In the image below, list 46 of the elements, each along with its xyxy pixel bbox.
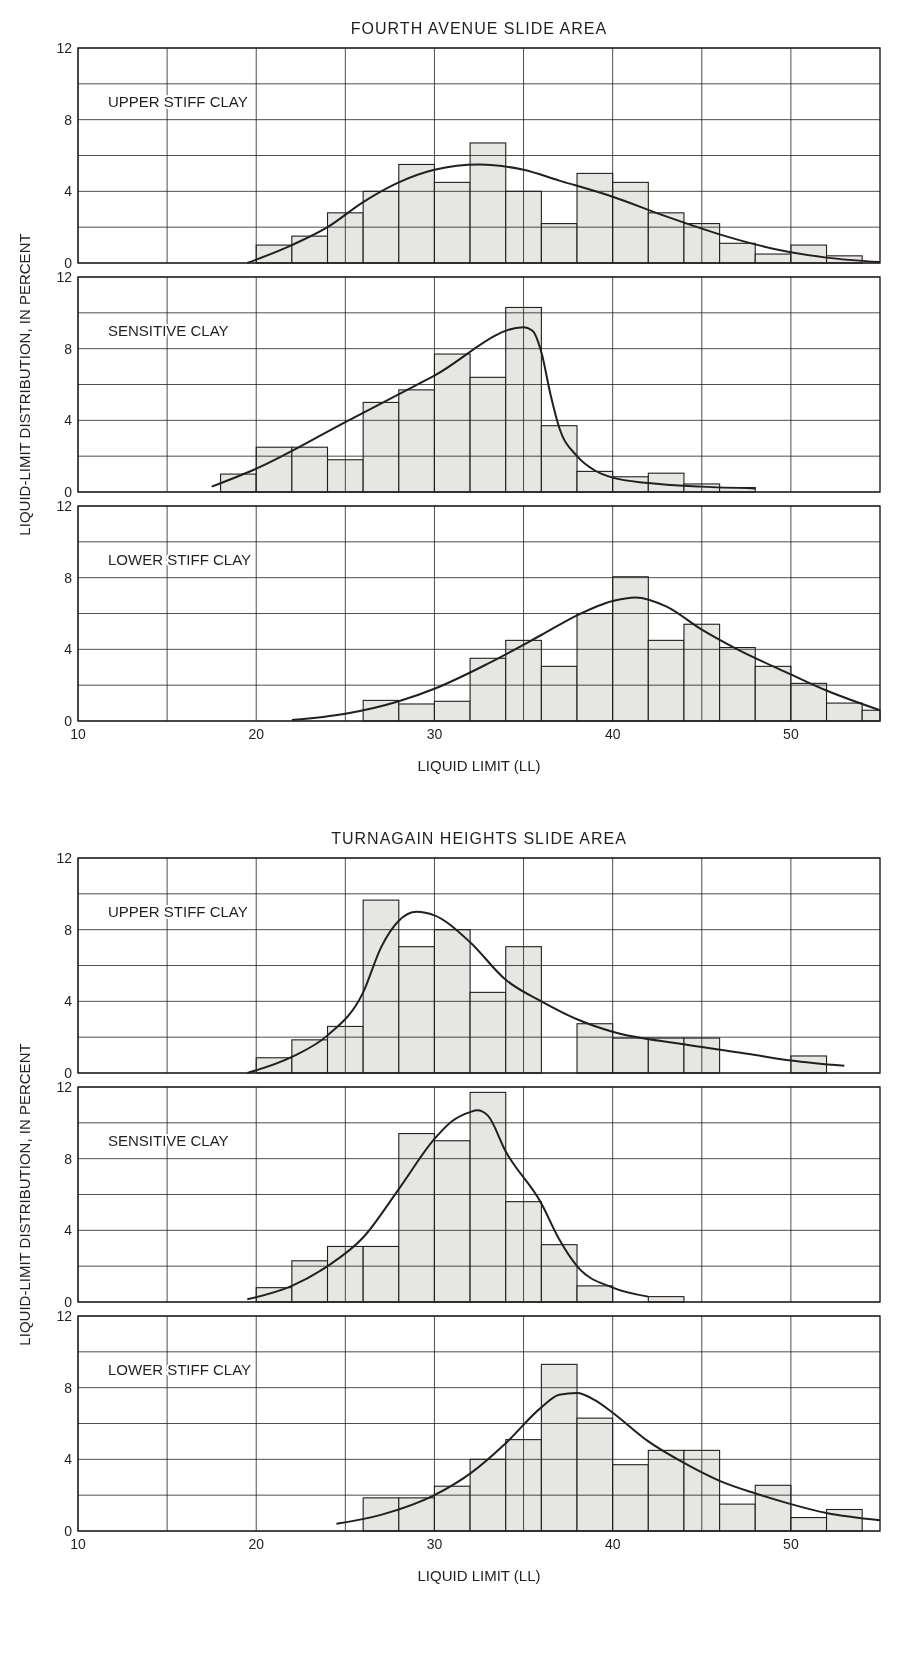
y-tick-label: 4 bbox=[64, 183, 73, 200]
text: SENSITIVE CLAY bbox=[108, 1132, 229, 1149]
y-tick-label: 8 bbox=[64, 111, 73, 128]
x-tick-label: 20 bbox=[248, 726, 265, 742]
y-axis-title: LIQUID-LIMIT DISTRIBUTION, IN PERCENT bbox=[16, 1043, 33, 1346]
y-tick-label: 12 bbox=[56, 39, 73, 56]
x-tick-label: 40 bbox=[604, 1536, 621, 1552]
x-axis-title: LIQUID LIMIT (LL) bbox=[417, 757, 541, 774]
x-tick-label: 20 bbox=[248, 1536, 265, 1552]
text: LOWER STIFF CLAY bbox=[108, 551, 252, 568]
y-tick-label: 0 bbox=[64, 1522, 73, 1539]
x-tick-label: 50 bbox=[783, 726, 799, 742]
x-axis-title: LIQUID LIMIT (LL) bbox=[417, 1567, 541, 1584]
x-tick-label: 10 bbox=[70, 1536, 86, 1552]
x-tick-label: 50 bbox=[783, 1536, 799, 1552]
x-tick-label: 30 bbox=[426, 726, 443, 742]
x-tick-label: 10 bbox=[70, 726, 86, 742]
y-tick-label: 0 bbox=[64, 1064, 73, 1081]
text: UPPER STIFF CLAY bbox=[108, 903, 248, 920]
y-tick-label: 12 bbox=[56, 1307, 73, 1324]
y-tick-label: 0 bbox=[64, 712, 73, 729]
y-tick-label: 4 bbox=[64, 412, 73, 429]
chart-title: FOURTH AVENUE SLIDE AREA bbox=[350, 20, 608, 37]
text: LOWER STIFF CLAY bbox=[108, 1361, 252, 1378]
y-tick-label: 0 bbox=[64, 254, 73, 271]
text: SENSITIVE CLAY bbox=[108, 322, 229, 339]
x-tick-label: 40 bbox=[604, 726, 621, 742]
y-tick-label: 4 bbox=[64, 993, 73, 1010]
y-tick-label: 8 bbox=[64, 340, 73, 357]
y-tick-label: 8 bbox=[64, 569, 73, 586]
chart-title: TURNAGAIN HEIGHTS SLIDE AREA bbox=[331, 830, 627, 847]
y-tick-label: 0 bbox=[64, 483, 73, 500]
y-tick-label: 12 bbox=[56, 268, 73, 285]
y-tick-label: 8 bbox=[64, 921, 73, 938]
y-axis-title: LIQUID-LIMIT DISTRIBUTION, IN PERCENT bbox=[16, 233, 33, 536]
text: UPPER STIFF CLAY bbox=[108, 93, 248, 110]
y-tick-label: 0 bbox=[64, 1293, 73, 1310]
x-tick-label: 30 bbox=[426, 1536, 443, 1552]
y-tick-label: 8 bbox=[64, 1150, 73, 1167]
y-tick-label: 12 bbox=[56, 497, 73, 514]
y-tick-label: 12 bbox=[56, 1078, 73, 1095]
y-tick-label: 4 bbox=[64, 1222, 73, 1239]
y-tick-label: 12 bbox=[56, 849, 73, 866]
y-tick-label: 8 bbox=[64, 1379, 73, 1396]
y-tick-label: 4 bbox=[64, 1451, 73, 1468]
y-tick-label: 4 bbox=[64, 641, 73, 658]
